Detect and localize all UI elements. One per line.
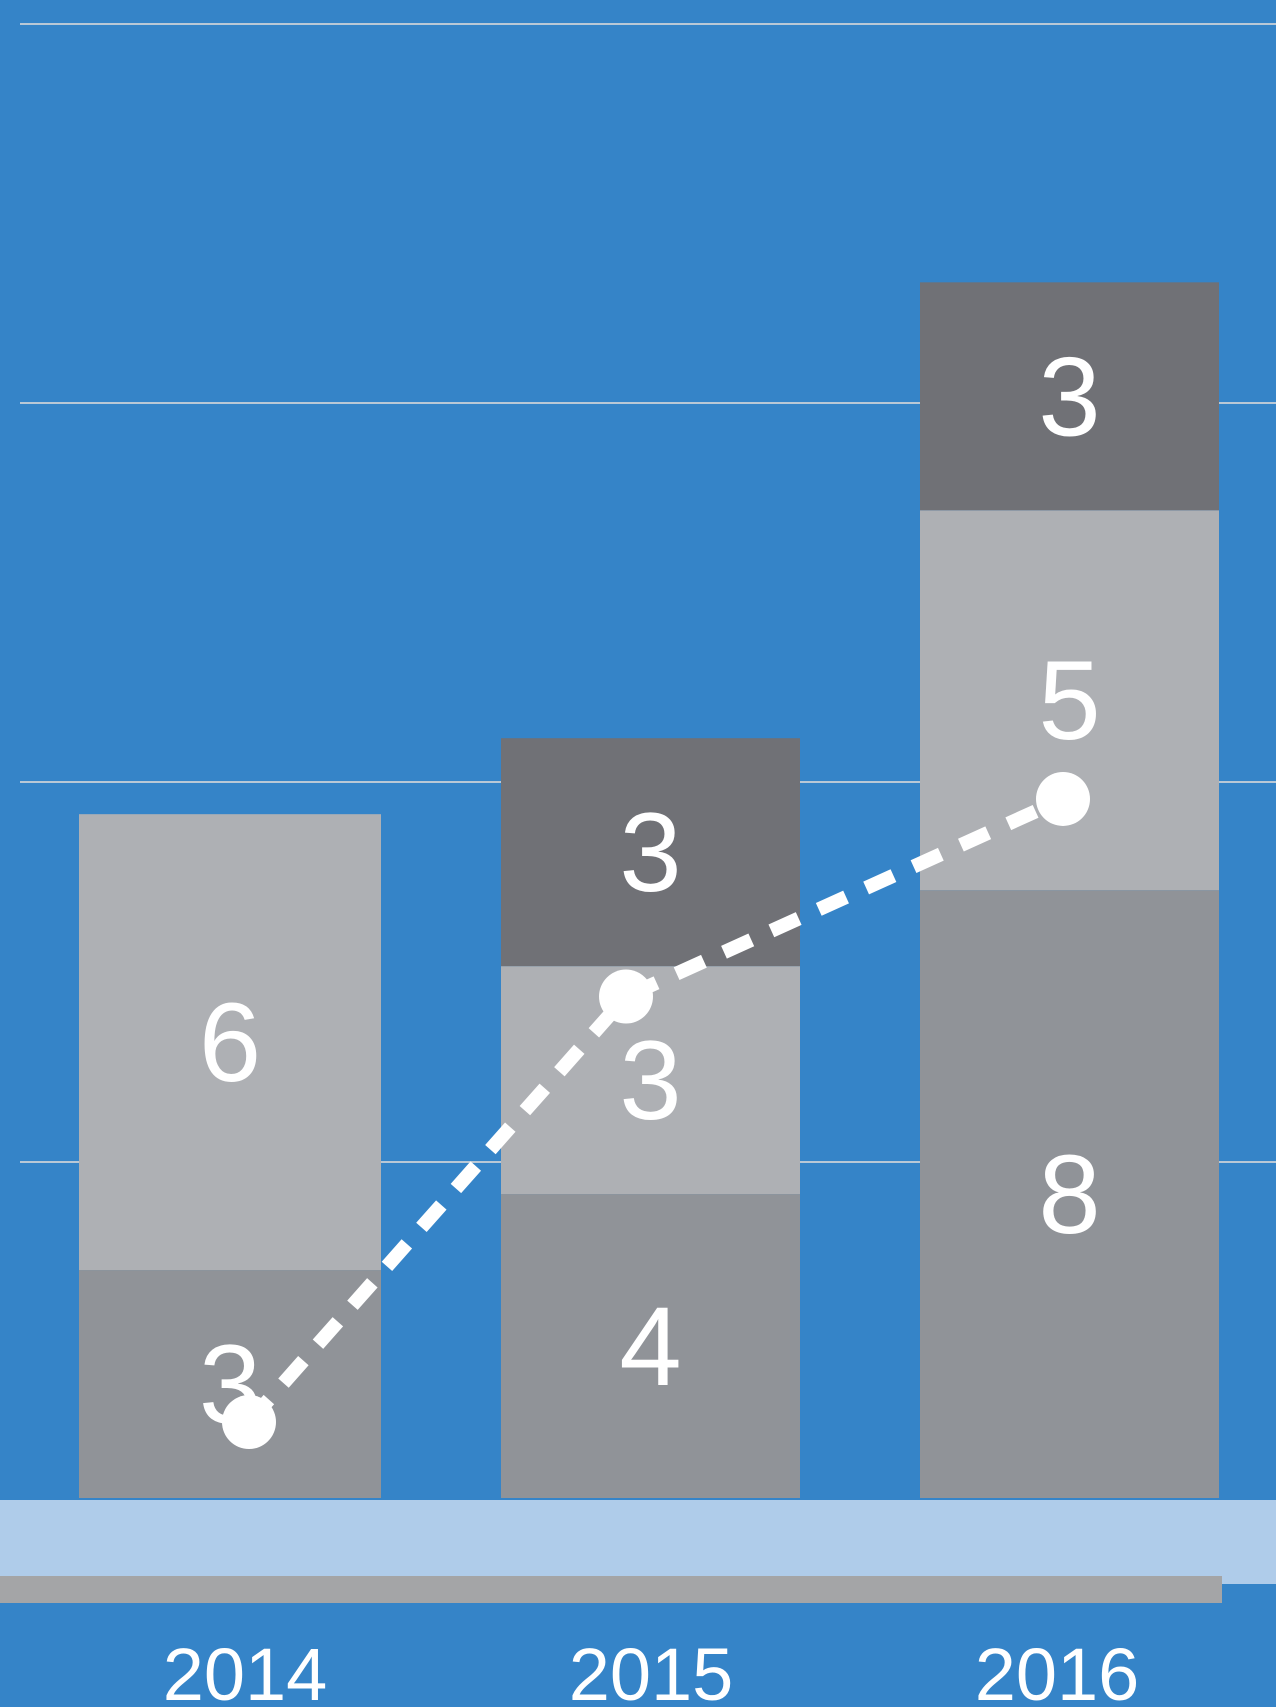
bar-segment	[920, 890, 1219, 1498]
x-tick-label: 2015	[569, 1633, 734, 1707]
bar-segment	[501, 738, 800, 967]
bar-segment	[920, 282, 1219, 511]
data-label: 6	[199, 980, 261, 1105]
bar-segment	[920, 510, 1219, 891]
x-tick-label: 2014	[163, 1633, 328, 1707]
bar-segment	[79, 1270, 381, 1498]
trend-marker	[1036, 771, 1090, 826]
trend-line	[222, 771, 1090, 1450]
data-label: 3	[619, 1018, 681, 1143]
baseline-band	[0, 1500, 1276, 1584]
bars	[79, 282, 1219, 1498]
data-label: 4	[619, 1284, 681, 1409]
data-label: 3	[1038, 334, 1100, 459]
trend-marker	[222, 1395, 276, 1450]
trend-line-path	[243, 792, 1066, 1427]
x-axis: 2014 2015 2016	[163, 1633, 1140, 1707]
data-label: 3	[619, 790, 681, 915]
data-label: 5	[1038, 638, 1100, 763]
data-label: 8	[1038, 1132, 1100, 1257]
bar-segment	[79, 814, 381, 1271]
x-tick-label: 2016	[975, 1633, 1140, 1707]
trend-marker	[599, 969, 653, 1024]
baseline-bar	[0, 1576, 1222, 1603]
bar-segment	[501, 1194, 800, 1498]
